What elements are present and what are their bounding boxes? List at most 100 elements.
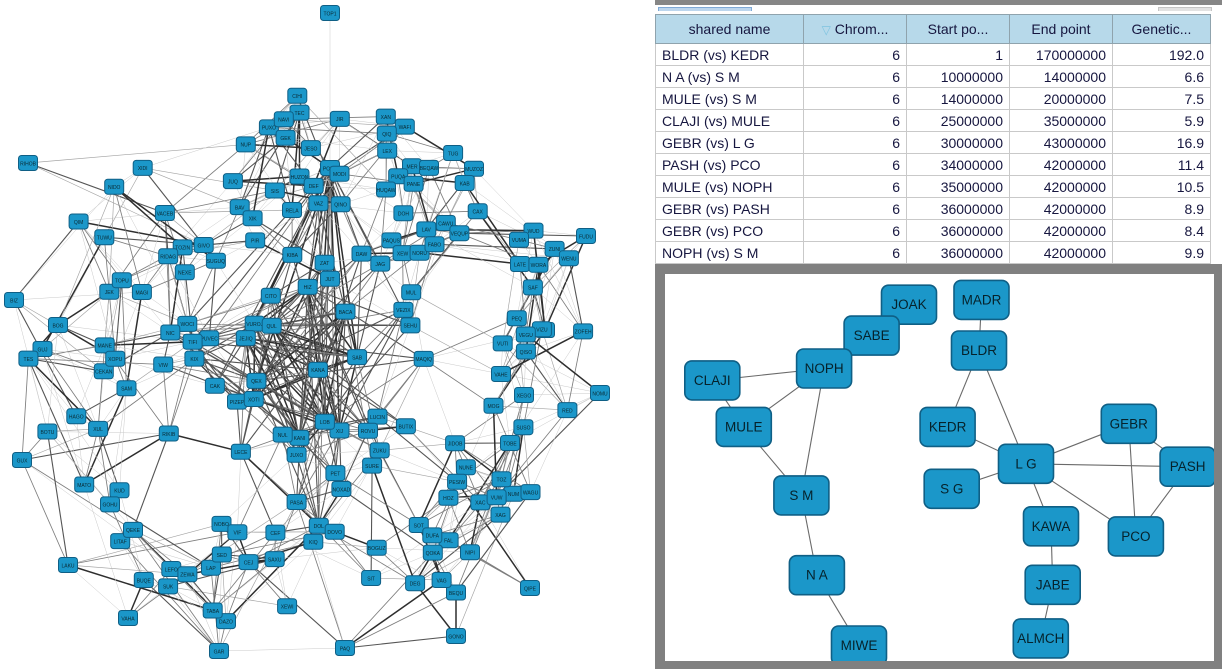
svg-text:QEX: QEX	[251, 379, 262, 385]
svg-text:DOVO: DOVO	[327, 530, 342, 536]
svg-text:CAX: CAX	[473, 210, 484, 216]
svg-text:GAR: GAR	[214, 649, 225, 655]
svg-text:TOP1: TOP1	[324, 11, 337, 17]
svg-text:ROVU: ROVU	[361, 429, 376, 435]
svg-text:MUL: MUL	[406, 291, 417, 297]
svg-text:MER: MER	[406, 165, 418, 171]
svg-text:WOCI: WOCI	[180, 322, 194, 328]
svg-text:KIBA: KIBA	[287, 253, 299, 259]
svg-text:XAG: XAG	[495, 513, 506, 519]
svg-text:NIC: NIC	[166, 331, 175, 337]
svg-text:S G: S G	[940, 481, 963, 496]
svg-text:NOXAD: NOXAD	[333, 487, 351, 493]
svg-text:GIVO: GIVO	[197, 243, 210, 249]
svg-text:KIX: KIX	[190, 357, 199, 363]
svg-text:CIHI: CIHI	[292, 94, 302, 100]
svg-text:FABO: FABO	[428, 243, 441, 249]
svg-text:SUSO: SUSO	[516, 426, 530, 432]
svg-text:NUM: NUM	[508, 492, 519, 498]
svg-text:PASH: PASH	[1170, 459, 1206, 474]
svg-text:MANE: MANE	[97, 344, 112, 350]
svg-text:DEF: DEF	[309, 184, 319, 190]
svg-text:CAK: CAK	[210, 384, 221, 390]
svg-text:GEK: GEK	[280, 136, 291, 142]
svg-text:TOBE: TOBE	[503, 441, 517, 447]
svg-text:TABA: TABA	[206, 609, 219, 615]
svg-text:GUX: GUX	[17, 458, 29, 464]
svg-text:XEW: XEW	[397, 251, 409, 257]
svg-text:ZUNI: ZUNI	[549, 247, 561, 253]
svg-text:JESO: JESO	[304, 146, 317, 152]
svg-text:VACEB: VACEB	[157, 211, 174, 217]
svg-text:N A: N A	[806, 568, 828, 583]
svg-text:NOMU: NOMU	[592, 391, 608, 397]
svg-text:JOAK: JOAK	[891, 297, 926, 312]
svg-text:VIW: VIW	[158, 363, 168, 369]
svg-text:SIS: SIS	[271, 189, 280, 195]
svg-text:RIDAG: RIDAG	[160, 255, 176, 261]
svg-text:NOBO: NOBO	[214, 522, 229, 528]
svg-text:PAQUS: PAQUS	[383, 239, 401, 245]
svg-text:VAG: VAG	[436, 578, 446, 584]
svg-text:NIPI: NIPI	[465, 551, 475, 557]
svg-text:SAB: SAB	[352, 355, 363, 361]
svg-text:TES: TES	[24, 357, 34, 363]
svg-text:VAZ: VAZ	[314, 202, 323, 208]
svg-text:SUK: SUK	[163, 585, 174, 591]
svg-text:MOG: MOG	[488, 404, 500, 410]
svg-text:WORA: WORA	[531, 263, 547, 269]
svg-text:BEQU: BEQU	[449, 591, 464, 597]
svg-text:KANI: KANI	[294, 436, 306, 442]
svg-text:WUD: WUD	[528, 229, 540, 235]
svg-text:VAHE: VAHE	[494, 372, 508, 378]
svg-text:BAV: BAV	[235, 205, 245, 211]
svg-text:SAF: SAF	[528, 286, 538, 292]
svg-text:ZOFEH: ZOFEH	[575, 330, 592, 336]
svg-text:CLAJI: CLAJI	[694, 373, 731, 388]
svg-text:TOPU: TOPU	[115, 279, 129, 285]
svg-text:DOL: DOL	[314, 524, 325, 530]
svg-text:L G: L G	[1015, 456, 1036, 471]
svg-text:LITAF: LITAF	[114, 539, 127, 545]
svg-text:CEKAN: CEKAN	[95, 370, 113, 376]
svg-text:PUXO: PUXO	[262, 126, 276, 132]
svg-text:GONO: GONO	[448, 634, 463, 640]
svg-text:TUWU: TUWU	[97, 236, 112, 242]
svg-text:ZUKU: ZUKU	[373, 449, 387, 455]
svg-text:PANE: PANE	[407, 182, 421, 188]
svg-text:HAGO: HAGO	[69, 415, 84, 421]
svg-text:TOZ: TOZ	[497, 478, 507, 484]
svg-text:MODI: MODI	[333, 172, 346, 178]
svg-text:PET: PET	[331, 471, 341, 477]
svg-text:QINO: QINO	[334, 203, 347, 209]
svg-text:LATE: LATE	[514, 262, 527, 268]
svg-text:JIDOB: JIDOB	[448, 442, 463, 448]
svg-text:TUG: TUG	[448, 151, 459, 157]
svg-text:VAHA: VAHA	[121, 616, 135, 622]
svg-text:NUNE: NUNE	[459, 466, 474, 472]
svg-text:RED: RED	[562, 408, 573, 414]
svg-text:ZEWA: ZEWA	[180, 573, 195, 579]
svg-text:WAGU: WAGU	[523, 490, 539, 496]
svg-text:LOB: LOB	[320, 420, 331, 426]
svg-text:VUROJ: VUROJ	[246, 322, 263, 328]
svg-text:WENU: WENU	[561, 257, 577, 263]
svg-text:CITO: CITO	[265, 294, 277, 300]
svg-text:BUTIX: BUTIX	[399, 425, 414, 431]
svg-text:KANA: KANA	[311, 368, 325, 374]
svg-text:TIFI: TIFI	[188, 340, 197, 346]
svg-text:ALMCH: ALMCH	[1017, 631, 1064, 646]
svg-text:FAL: FAL	[444, 539, 453, 545]
svg-text:PUVEC: PUVEC	[201, 337, 219, 343]
svg-text:SUGUQ: SUGUQ	[207, 259, 225, 265]
svg-text:JUQ: JUQ	[228, 179, 238, 185]
svg-text:VEGU: VEGU	[519, 333, 534, 339]
svg-text:BOTU: BOTU	[40, 430, 54, 436]
svg-text:SEHU: SEHU	[403, 324, 417, 330]
svg-text:MUZOZ: MUZOZ	[465, 167, 483, 173]
svg-text:VEZIX: VEZIX	[396, 308, 411, 314]
svg-text:XUL: XUL	[93, 427, 103, 433]
svg-text:HIZ: HIZ	[304, 285, 312, 291]
svg-text:JUXO: JUXO	[290, 453, 303, 459]
svg-text:JEJIQ: JEJIQ	[239, 336, 253, 342]
